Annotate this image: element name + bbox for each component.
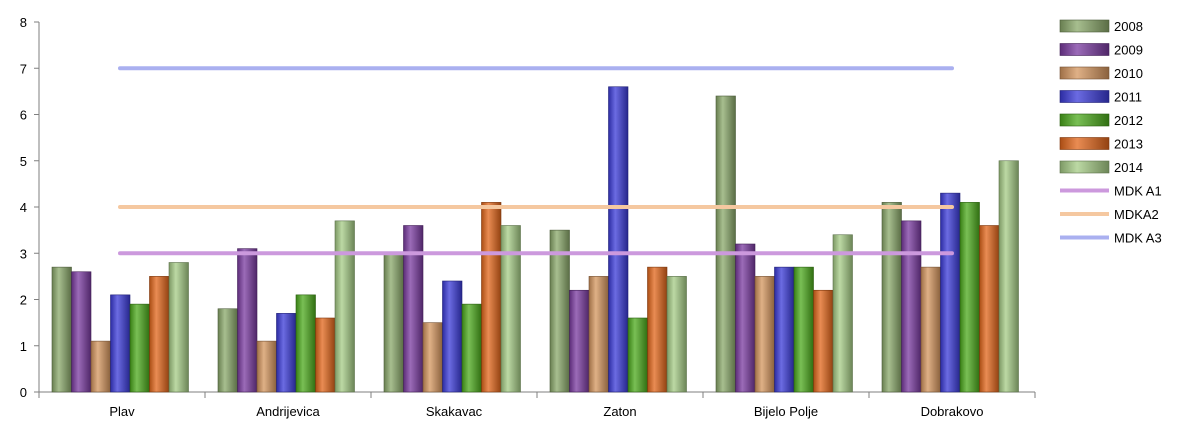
bar-2014-dobrakovo — [998, 160, 1019, 393]
x-tick-label: Skakavac — [426, 404, 483, 419]
bar-2014-zaton — [666, 276, 687, 393]
bar-2009-skakavac — [403, 225, 424, 393]
legend-swatch — [1059, 43, 1110, 56]
legend-label: MDK A3 — [1114, 231, 1162, 246]
bar-2008-dobrakovo — [881, 202, 902, 393]
bar-2009-zaton — [569, 289, 590, 393]
bar-2011-plav — [110, 294, 131, 393]
legend-label: MDK A1 — [1114, 184, 1162, 199]
bar-2013-andrijevica — [315, 317, 336, 393]
bar-2008-bijelo-polje — [715, 95, 736, 393]
y-tick-label: 3 — [20, 246, 27, 261]
bar-2012-skakavac — [461, 303, 482, 393]
bar-2008-plav — [51, 266, 72, 393]
legend-label: 2010 — [1114, 66, 1143, 81]
legend-label: 2008 — [1114, 19, 1143, 34]
legend-label: 2012 — [1114, 113, 1143, 128]
bar-2013-plav — [149, 276, 170, 393]
y-tick-label: 0 — [20, 385, 27, 400]
x-tick-label: Andrijevica — [256, 404, 320, 419]
bar-2009-andrijevica — [237, 248, 258, 393]
bar-2013-skakavac — [481, 202, 502, 393]
legend-swatch — [1059, 66, 1110, 80]
bar-2011-bijelo-polje — [774, 266, 795, 393]
y-tick-label: 8 — [20, 15, 27, 30]
bar-2012-bijelo-polje — [793, 266, 814, 393]
bar-2012-zaton — [627, 317, 648, 393]
bar-2012-plav — [129, 303, 150, 393]
legend-swatch — [1059, 19, 1110, 33]
bar-2011-andrijevica — [276, 313, 297, 393]
y-tick-label: 5 — [20, 154, 27, 169]
y-tick-label: 4 — [20, 200, 27, 215]
y-tick-label: 2 — [20, 293, 27, 308]
bar-2008-skakavac — [383, 252, 404, 393]
legend-label: 2009 — [1114, 43, 1143, 58]
y-tick-label: 6 — [20, 108, 27, 123]
bar-2014-andrijevica — [334, 220, 355, 393]
legend-label: MDKA2 — [1114, 207, 1159, 222]
bar-2008-andrijevica — [217, 308, 238, 393]
bar-2010-skakavac — [422, 322, 443, 393]
bar-2011-dobrakovo — [940, 192, 961, 393]
bar-2009-plav — [71, 271, 92, 393]
legend-label: 2011 — [1114, 90, 1142, 105]
bar-2010-dobrakovo — [920, 266, 941, 393]
legend-swatch — [1059, 137, 1110, 150]
bar-2009-dobrakovo — [901, 220, 922, 393]
bar-2011-zaton — [608, 86, 629, 393]
bar-2010-zaton — [588, 276, 609, 393]
legend-label: 2013 — [1114, 137, 1143, 152]
legend-swatch — [1059, 90, 1110, 103]
x-tick-label: Plav — [109, 404, 135, 419]
legend-swatch — [1059, 113, 1110, 127]
legend-label: 2014 — [1114, 160, 1143, 175]
bar-2013-bijelo-polje — [813, 289, 834, 393]
bar-2014-bijelo-polje — [832, 234, 853, 393]
bar-2010-bijelo-polje — [754, 276, 775, 393]
bar-2009-bijelo-polje — [735, 243, 756, 393]
y-tick-label: 1 — [20, 339, 27, 354]
legend-swatch — [1059, 160, 1110, 174]
bar-2010-andrijevica — [256, 340, 277, 393]
x-tick-label: Zaton — [603, 404, 636, 419]
bar-2014-skakavac — [500, 225, 521, 393]
bar-2012-dobrakovo — [959, 202, 980, 393]
bar-2013-dobrakovo — [979, 225, 1000, 393]
x-tick-label: Bijelo Polje — [754, 404, 818, 419]
x-tick-label: Dobrakovo — [921, 404, 984, 419]
bar-2013-zaton — [647, 266, 668, 393]
bar-2010-plav — [90, 340, 111, 393]
bar-2012-andrijevica — [295, 294, 316, 393]
y-tick-label: 7 — [20, 61, 27, 76]
bar-2011-skakavac — [442, 280, 463, 393]
bar-2014-plav — [168, 262, 189, 393]
